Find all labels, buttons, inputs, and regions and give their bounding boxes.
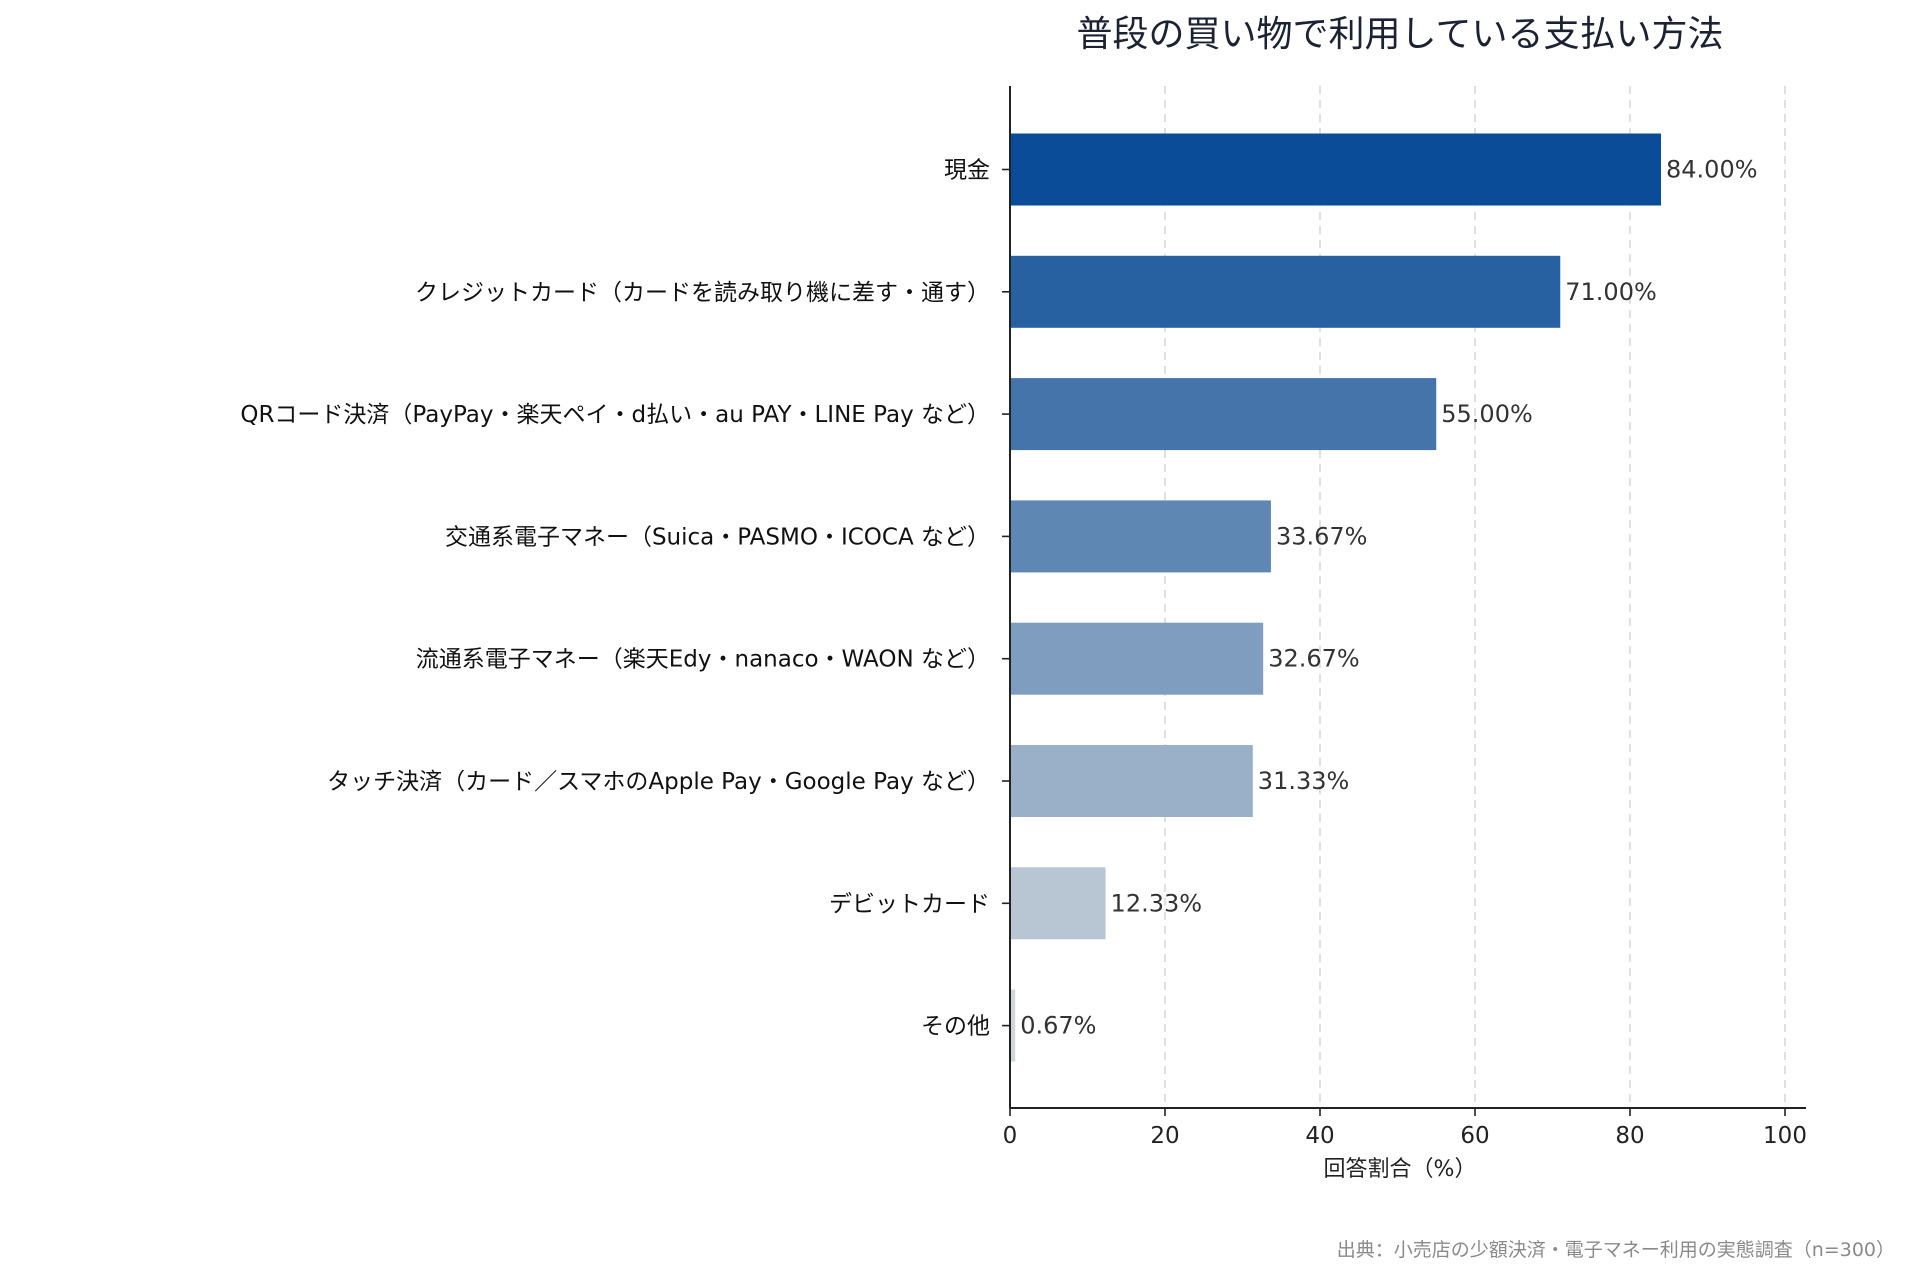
bar [1010,867,1106,940]
category-label: その他 [921,1014,990,1040]
value-label: 32.67% [1268,645,1360,673]
bar [1010,133,1661,206]
category-label: クレジットカード（カードを読み取り機に差す・通す） [415,280,990,306]
x-tick-label: 20 [1150,1123,1179,1149]
source-note: 出典：小売店の少額決済・電子マネー利用の実態調査（n=300） [1337,1239,1895,1261]
category-label: 交通系電子マネー（Suica・PASMO・ICOCA など） [445,524,990,550]
value-label: 12.33% [1111,889,1203,917]
grid-layer [1164,86,1786,1108]
x-axis-label: 回答割合（%） [1324,1157,1477,1182]
x-tick-label: 60 [1460,1123,1489,1149]
x-tick-label: 0 [1003,1123,1018,1149]
value-label: 71.00% [1565,278,1657,306]
category-label: 現金 [944,158,990,184]
bar [1010,378,1437,451]
category-label: タッチ決済（カード／スマホのApple Pay・Google Pay など） [327,769,990,795]
bar [1010,745,1253,817]
category-label: 流通系電子マネー（楽天Edy・nanaco・WAON など） [416,647,990,673]
axis-layer: 0 20 40 60 80 100 [1002,86,1807,1149]
value-label: 84.00% [1666,156,1758,184]
bar [1010,255,1561,328]
x-tick-label: 80 [1615,1123,1644,1149]
value-label-layer: 84.00% 71.00% 55.00% 33.67% 32.67% 31.33% 12.3… [1020,156,1757,1040]
value-label: 0.67% [1020,1012,1096,1040]
chart-title: 普段の買い物で利用している支払い方法 [1077,14,1724,55]
x-tick-label: 100 [1763,1123,1807,1149]
x-tick-label: 40 [1305,1123,1334,1149]
bars-layer [1010,133,1661,1062]
bar [1010,989,1016,1062]
value-label: 33.67% [1276,522,1368,550]
bar [1010,622,1264,695]
bar [1010,500,1271,573]
category-label: デビットカード [829,891,990,917]
value-label: 31.33% [1258,767,1350,795]
value-label: 55.00% [1441,400,1533,428]
category-label: QRコード決済（PayPay・楽天ペイ・d払い・au PAY・LINE Pay … [240,402,990,428]
